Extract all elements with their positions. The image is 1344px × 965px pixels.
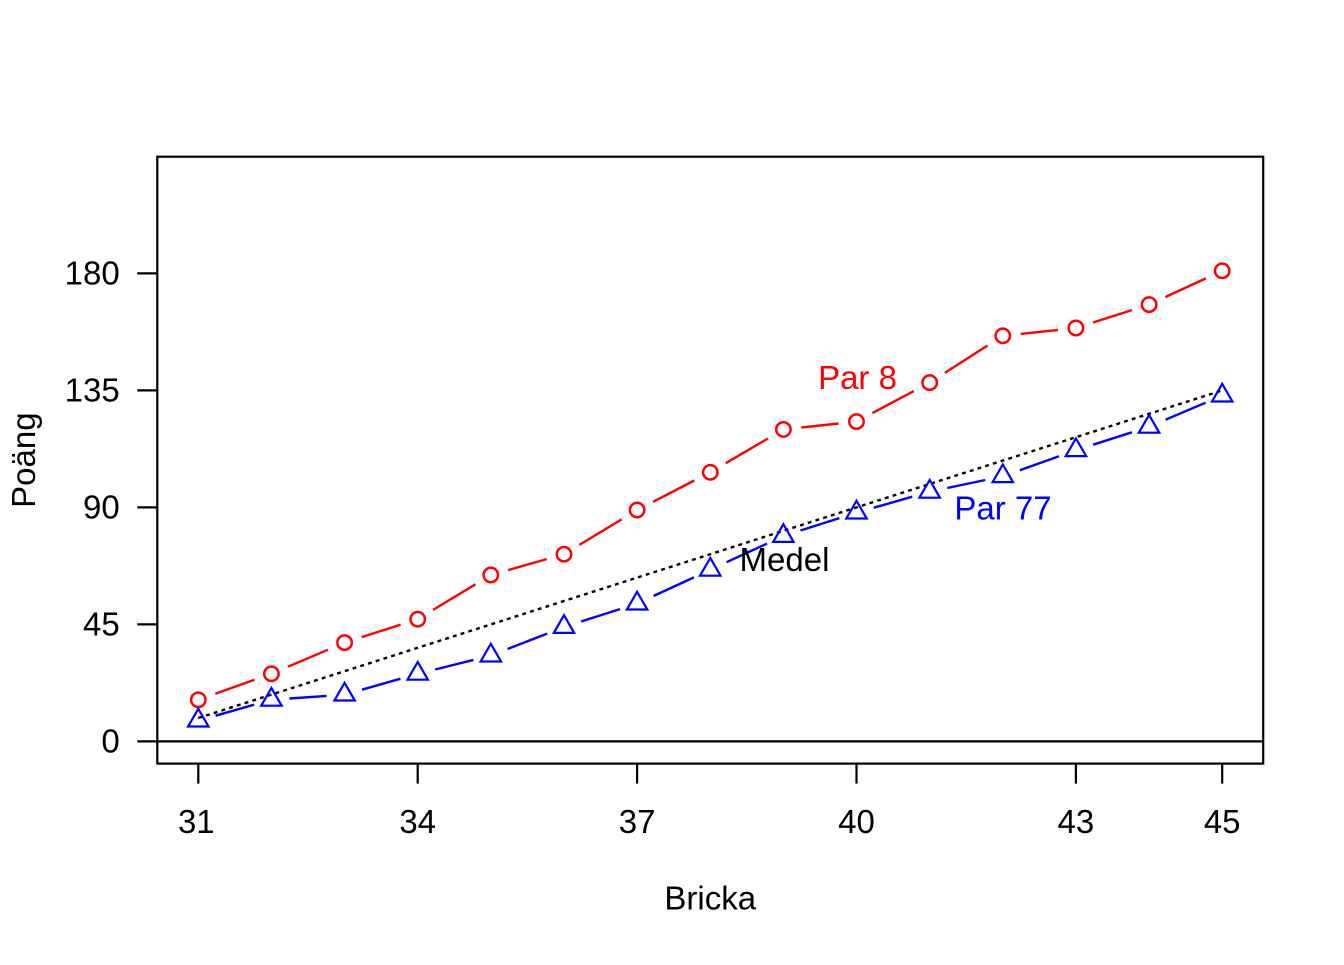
svg-text:34: 34: [399, 803, 436, 840]
svg-text:Poäng: Poäng: [5, 412, 42, 507]
svg-text:43: 43: [1058, 803, 1095, 840]
svg-text:31: 31: [178, 803, 215, 840]
svg-text:40: 40: [838, 803, 875, 840]
svg-text:Bricka: Bricka: [664, 880, 756, 917]
svg-text:180: 180: [65, 255, 120, 292]
svg-text:0: 0: [101, 723, 119, 760]
svg-text:Par 77: Par 77: [954, 490, 1051, 527]
svg-text:Par 8: Par 8: [818, 359, 897, 396]
svg-text:37: 37: [619, 803, 656, 840]
svg-text:45: 45: [1204, 803, 1241, 840]
svg-text:45: 45: [83, 606, 120, 643]
svg-text:90: 90: [83, 489, 120, 526]
svg-text:135: 135: [65, 372, 120, 409]
svg-text:Medel: Medel: [740, 541, 830, 578]
